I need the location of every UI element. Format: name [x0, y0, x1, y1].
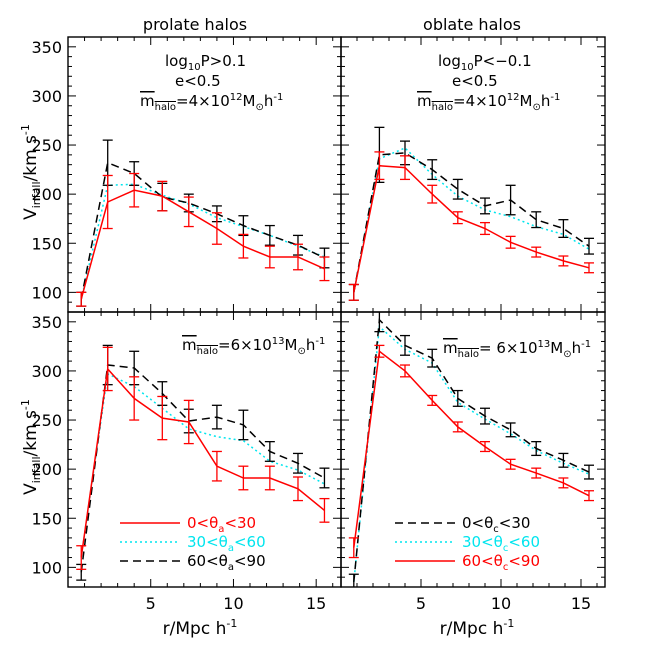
- ytick-label: 150: [31, 234, 62, 253]
- ytick-label: 250: [31, 411, 62, 430]
- legend-left: 0<θa<30 30<θa<60 60<θa<90: [120, 514, 266, 573]
- legend-right-label-1: 0<θc<30: [462, 514, 530, 535]
- annotation-logP-gt: log10P>0.1: [165, 52, 246, 73]
- annotation-mhalo-tr: mhalo=4×1012M⊙h-1: [417, 92, 560, 113]
- legend-right: 0<θc<30 30<θc<60 60<θc<90: [395, 514, 540, 573]
- annotation-mhalo-br: mhalo= 6×1013M⊙h-1: [443, 339, 591, 360]
- ytick-label: 350: [31, 313, 62, 332]
- series-line-dashed: [80, 364, 325, 573]
- ytick-label: 200: [31, 460, 62, 479]
- series-line-solid: [353, 349, 590, 548]
- annotation-logP-lt: log10P<−0.1: [438, 52, 532, 73]
- panel-top-left: 100 150 200 250 300 350: [31, 36, 342, 313]
- legend-left-label-1: 0<θa<30: [187, 514, 256, 535]
- series-line-solid: [80, 189, 325, 300]
- ylabel-bottom: Vinfall/km s-1: [19, 399, 43, 495]
- xtick-label: 10: [223, 594, 243, 613]
- title-oblate: oblate halos: [423, 15, 521, 34]
- series-line-solid: [353, 164, 590, 293]
- ytick-label: 200: [31, 185, 62, 204]
- ytick-label: 250: [31, 136, 62, 155]
- legend-right-label-2: 30<θc<60: [462, 533, 540, 554]
- xtick-label: 5: [146, 594, 156, 613]
- ytick-label: 100: [31, 283, 62, 302]
- annotation-mhalo-bl: mhalo=6×1013M⊙h-1: [182, 336, 325, 357]
- ytick-label: 300: [31, 362, 62, 381]
- series-line-dotted: [80, 183, 325, 300]
- ylabel-top: Vinfall/km s-1: [19, 124, 43, 220]
- xtick-label: 5: [416, 594, 426, 613]
- annotation-mhalo-tl: mhalo=4×1012M⊙h-1: [140, 92, 283, 113]
- xlabel-right: r/Mpc h-1: [440, 617, 515, 639]
- annotation-e-left: e<0.5: [175, 72, 221, 90]
- panel-bottom-right: 5 10 15: [340, 311, 606, 613]
- xtick-label: 15: [571, 594, 591, 613]
- ytick-label: 100: [31, 558, 62, 577]
- legend-right-label-3: 60<θc<90: [462, 552, 540, 573]
- series-line-dotted: [353, 325, 590, 583]
- xtick-label: 15: [306, 594, 326, 613]
- series-line-dotted: [80, 372, 325, 558]
- series-line-dotted: [353, 147, 590, 293]
- ytick-label: 150: [31, 509, 62, 528]
- title-prolate: prolate halos: [143, 15, 247, 34]
- ytick-label: 350: [31, 38, 62, 57]
- xtick-label: 10: [491, 594, 511, 613]
- xlabel-left: r/Mpc h-1: [163, 617, 238, 639]
- series-line-dashed: [80, 161, 325, 300]
- annotation-e-right: e<0.5: [452, 72, 498, 90]
- legend-left-label-2: 30<θa<60: [187, 533, 266, 554]
- series-line-dashed: [353, 318, 590, 583]
- panel-bottom-left: 100 150 200 250 300 350 5 10 15: [31, 311, 342, 613]
- ytick-label: 300: [31, 87, 62, 106]
- series-line-solid: [80, 367, 325, 558]
- legend-left-label-3: 60<θa<90: [187, 552, 266, 573]
